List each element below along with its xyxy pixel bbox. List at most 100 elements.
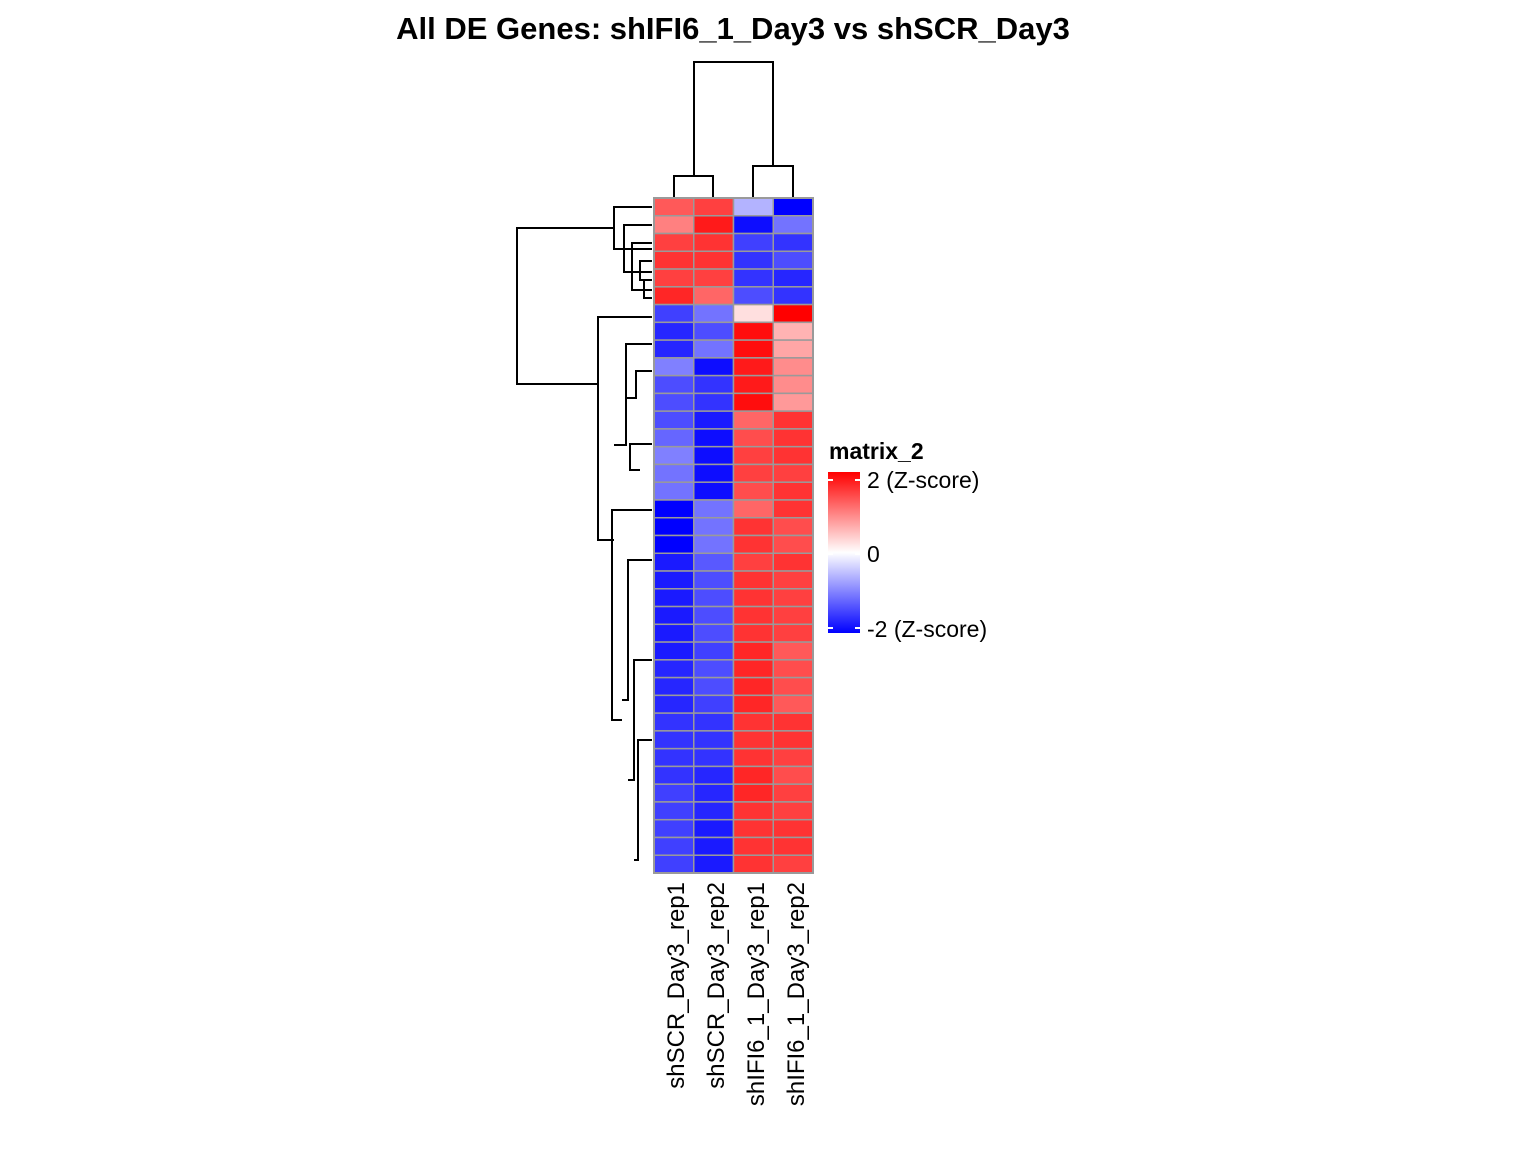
heatmap-cell — [693, 641, 735, 661]
heatmap-cell — [693, 570, 735, 590]
heatmap-cell — [772, 339, 814, 359]
heatmap-cell — [693, 374, 735, 395]
heatmap-cell — [653, 250, 695, 270]
heatmap-cell — [653, 463, 695, 483]
row-dendrogram-branch — [623, 224, 652, 273]
heatmap-cell — [772, 534, 814, 555]
heatmap-cell — [693, 552, 735, 572]
heatmap-cell — [772, 605, 814, 626]
column-dendrogram-branch — [693, 61, 774, 176]
heatmap-cell — [693, 765, 735, 785]
heatmap-cell — [693, 836, 735, 856]
legend-color-bar — [828, 472, 860, 633]
heatmap-cell — [693, 250, 735, 270]
row-dendrogram-branch — [597, 316, 652, 541]
column-labels: shSCR_Day3_rep1 shSCR_Day3_rep2 shIFI6_1… — [663, 882, 810, 1106]
heatmap-cell — [772, 232, 814, 253]
heatmap-cell — [653, 801, 695, 821]
heatmap-cell — [732, 588, 774, 608]
heatmap-cell — [732, 268, 774, 288]
heatmap-cell — [653, 268, 695, 288]
heatmap-cell — [653, 712, 695, 732]
heatmap-cell — [693, 801, 735, 821]
heatmap-cell — [693, 463, 735, 483]
heatmap-cell — [693, 605, 735, 626]
heatmap-cell — [693, 676, 735, 697]
row-dendrogram-branch — [643, 280, 652, 299]
heatmap-cell — [772, 410, 814, 430]
heatmap-cell — [772, 303, 814, 324]
heatmap-cell — [732, 499, 774, 519]
heatmap-cell — [772, 854, 814, 874]
heatmap-cell — [653, 428, 695, 448]
heatmap-cell — [693, 588, 735, 608]
heatmap-cell — [653, 534, 695, 555]
heatmap-cell — [693, 516, 735, 537]
heatmap-cell — [693, 197, 735, 217]
heatmap-cell — [653, 570, 695, 590]
heatmap-cell — [732, 321, 774, 341]
column-label: shSCR_Day3_rep2 — [703, 882, 730, 1089]
heatmap-cell — [653, 445, 695, 466]
heatmap-cell — [732, 534, 774, 555]
heatmap-cell — [732, 836, 774, 856]
column-label: shIFI6_1_Day3_rep2 — [783, 882, 810, 1106]
heatmap-cell — [732, 801, 774, 821]
row-dendrogram-branch — [639, 260, 652, 281]
heatmap-cell — [732, 765, 774, 785]
heatmap-cell — [732, 676, 774, 697]
heatmap-cell — [772, 659, 814, 679]
heatmap-cell — [732, 232, 774, 253]
heatmap-cell — [653, 552, 695, 572]
heatmap-cell — [772, 694, 814, 714]
heatmap-cell — [772, 463, 814, 483]
heatmap-cell — [653, 197, 695, 217]
heatmap-cell — [732, 374, 774, 395]
row-dendrogram-branch — [622, 559, 652, 701]
column-label: shIFI6_1_Day3_rep1 — [743, 882, 770, 1106]
heatmap-cell — [772, 641, 814, 661]
heatmap-cell — [732, 339, 774, 359]
row-dendrogram-branch — [634, 739, 652, 861]
heatmap-cell — [772, 499, 814, 519]
heatmap-cell — [772, 818, 814, 839]
heatmap-cell — [693, 445, 735, 466]
heatmap-cell — [653, 747, 695, 768]
legend-tick-label: 0 — [867, 541, 880, 567]
row-dendrogram-branch — [611, 509, 652, 721]
heatmap-cell — [772, 215, 814, 235]
heatmap-cell — [732, 197, 774, 217]
heatmap-cell — [693, 694, 735, 714]
column-dendrogram-branch — [673, 175, 714, 198]
heatmap-cell — [772, 730, 814, 750]
heatmap-cell — [693, 481, 735, 501]
heatmap-cell — [693, 659, 735, 679]
heatmap-cell — [772, 801, 814, 821]
heatmap-cell — [732, 783, 774, 803]
color-legend: matrix_2 2 (Z-score) 0 -2 (Z-score) — [828, 438, 987, 642]
heatmap-cell — [732, 605, 774, 626]
heatmap-cell — [772, 783, 814, 803]
row-dendrogram — [516, 206, 652, 861]
heatmap-cell — [732, 428, 774, 448]
heatmap-cell — [693, 783, 735, 803]
heatmap-cell — [693, 268, 735, 288]
heatmap-cell — [653, 321, 695, 341]
heatmap-cell — [772, 481, 814, 501]
heatmap-cell — [653, 286, 695, 306]
heatmap-cell — [772, 250, 814, 270]
heatmap-cell — [732, 215, 774, 235]
column-dendrogram — [673, 61, 794, 198]
heatmap-cell — [653, 392, 695, 412]
heatmap-cell — [772, 321, 814, 341]
heatmap-cell — [653, 676, 695, 697]
heatmap-cell — [693, 712, 735, 732]
heatmap-cell — [653, 694, 695, 714]
heatmap-cell — [772, 552, 814, 572]
heatmap-cell — [772, 623, 814, 643]
heatmap-cell — [653, 818, 695, 839]
heatmap-border — [653, 197, 814, 874]
heatmap-cell — [772, 765, 814, 785]
heatmap-cell — [772, 268, 814, 288]
